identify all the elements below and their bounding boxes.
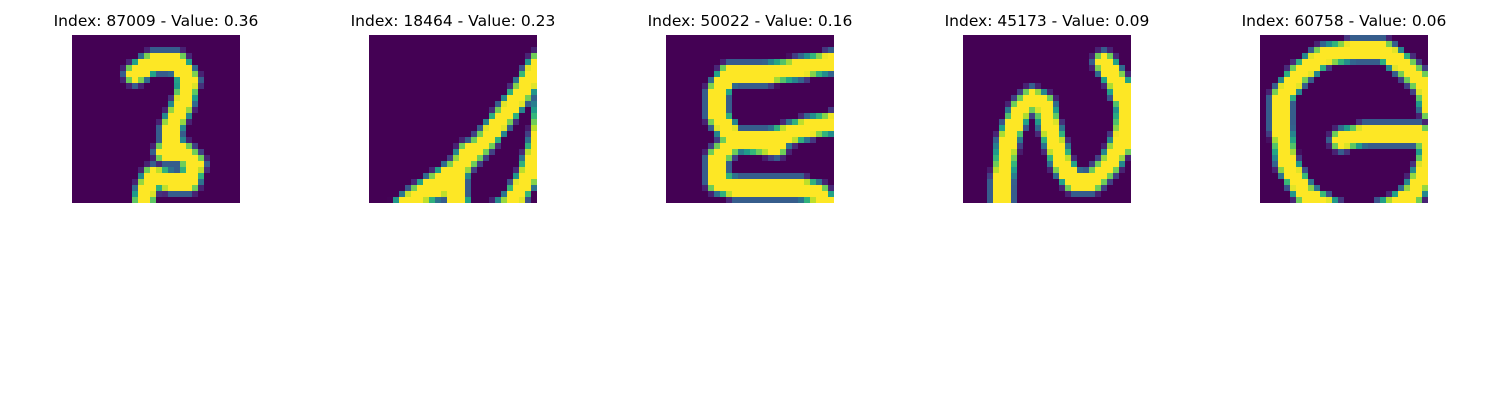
- hand-drawn-letter-G-image: [1260, 35, 1428, 203]
- panel-5: Index: 60758 - Value: 0.06: [1214, 0, 1474, 210]
- panel-title: Index: 50022 - Value: 0.16: [647, 12, 853, 30]
- panel-title: Index: 45173 - Value: 0.09: [944, 12, 1150, 30]
- panel-1: Index: 87009 - Value: 0.36: [26, 0, 286, 210]
- hand-drawn-letter-E-image: [666, 35, 834, 203]
- hand-drawn-digit-2-image: [72, 35, 240, 203]
- panel-4: Index: 45173 - Value: 0.09: [917, 0, 1177, 210]
- panel-title: Index: 60758 - Value: 0.06: [1241, 12, 1447, 30]
- panel-2: Index: 18464 - Value: 0.23: [323, 0, 583, 210]
- panel-3: Index: 50022 - Value: 0.16: [620, 0, 880, 210]
- hand-drawn-letter-N-image: [963, 35, 1131, 203]
- panel-title: Index: 18464 - Value: 0.23: [350, 12, 556, 30]
- panel-title: Index: 87009 - Value: 0.36: [53, 12, 259, 30]
- hand-drawn-letter-A-image: [369, 35, 537, 203]
